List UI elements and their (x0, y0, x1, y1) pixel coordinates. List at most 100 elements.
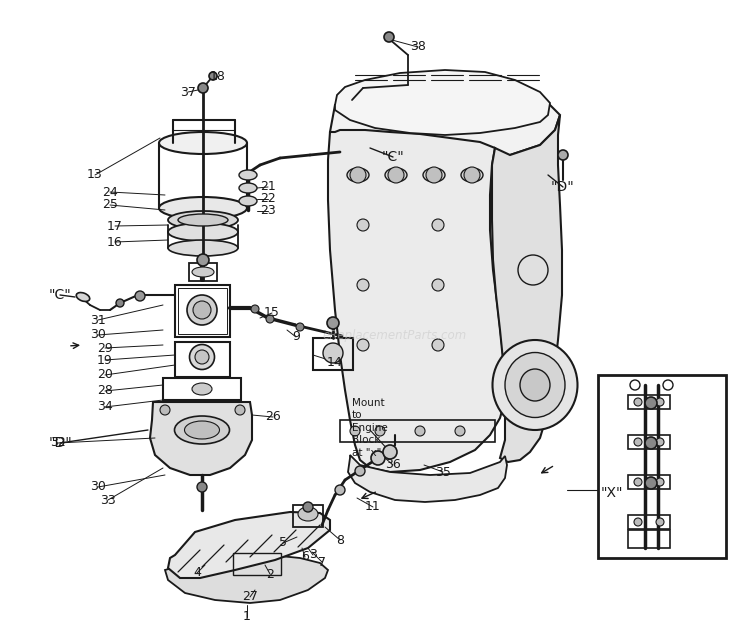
Circle shape (251, 305, 259, 313)
Circle shape (350, 426, 360, 436)
Circle shape (235, 405, 245, 415)
Circle shape (634, 438, 642, 446)
Text: 9: 9 (292, 331, 300, 343)
Circle shape (656, 438, 664, 446)
Circle shape (464, 167, 480, 183)
Text: 27: 27 (242, 590, 258, 604)
Ellipse shape (385, 168, 407, 182)
Circle shape (371, 451, 385, 465)
Ellipse shape (239, 183, 257, 193)
Text: 36: 36 (386, 458, 400, 471)
Circle shape (432, 219, 444, 231)
Circle shape (558, 150, 568, 160)
Text: 17: 17 (107, 219, 123, 233)
Ellipse shape (187, 295, 217, 325)
Bar (340, 420, 495, 442)
Ellipse shape (461, 168, 483, 182)
Circle shape (327, 317, 339, 329)
Text: 30: 30 (90, 329, 106, 341)
Circle shape (415, 426, 425, 436)
Bar (313, 338, 353, 370)
Ellipse shape (239, 170, 257, 180)
Circle shape (383, 445, 397, 459)
Circle shape (645, 477, 657, 489)
Polygon shape (492, 115, 562, 462)
Circle shape (197, 254, 209, 266)
Ellipse shape (423, 168, 445, 182)
Circle shape (296, 323, 304, 331)
Text: 6: 6 (301, 550, 309, 563)
Bar (175, 342, 230, 377)
Circle shape (209, 72, 217, 80)
Circle shape (357, 279, 369, 291)
Text: 29: 29 (98, 341, 112, 354)
Ellipse shape (192, 267, 214, 277)
Bar (175, 285, 230, 337)
Text: 7: 7 (318, 556, 326, 568)
Text: 18: 18 (210, 69, 226, 82)
Circle shape (266, 315, 274, 323)
Circle shape (198, 83, 208, 93)
Text: 25: 25 (102, 199, 118, 212)
Text: 16: 16 (107, 235, 123, 248)
Ellipse shape (76, 293, 90, 302)
Bar (628, 530, 670, 548)
Ellipse shape (190, 345, 214, 370)
Ellipse shape (519, 262, 547, 278)
Circle shape (656, 518, 664, 526)
Bar (178, 288, 227, 334)
Text: 30: 30 (90, 480, 106, 493)
Text: 15: 15 (264, 307, 280, 320)
Text: 34: 34 (98, 401, 112, 413)
Circle shape (135, 291, 145, 301)
Circle shape (432, 279, 444, 291)
Text: 35: 35 (435, 466, 451, 478)
Circle shape (384, 32, 394, 42)
Ellipse shape (168, 211, 238, 229)
Circle shape (634, 478, 642, 486)
Polygon shape (348, 455, 507, 502)
Polygon shape (165, 555, 328, 603)
Circle shape (656, 398, 664, 406)
Ellipse shape (159, 132, 247, 154)
Circle shape (357, 339, 369, 351)
Bar (293, 505, 323, 527)
Text: 5: 5 (279, 536, 287, 550)
Polygon shape (328, 130, 505, 472)
Text: 37: 37 (180, 86, 196, 98)
Circle shape (426, 167, 442, 183)
Circle shape (357, 219, 369, 231)
Text: 23: 23 (260, 204, 276, 217)
Ellipse shape (195, 350, 209, 364)
Bar (163, 378, 241, 400)
Text: 3: 3 (309, 548, 317, 561)
Ellipse shape (192, 383, 212, 395)
Circle shape (455, 426, 465, 436)
Circle shape (355, 466, 365, 476)
Ellipse shape (178, 214, 228, 226)
Polygon shape (335, 70, 550, 135)
Ellipse shape (505, 352, 565, 417)
Ellipse shape (184, 421, 220, 439)
Circle shape (432, 339, 444, 351)
Circle shape (634, 518, 642, 526)
Ellipse shape (159, 197, 247, 219)
Ellipse shape (239, 196, 257, 206)
Text: 13: 13 (87, 168, 103, 181)
Circle shape (518, 255, 548, 285)
Circle shape (388, 167, 404, 183)
Text: "D": "D" (551, 180, 574, 194)
Circle shape (634, 398, 642, 406)
Text: 14: 14 (327, 356, 343, 368)
Bar (598, 375, 726, 558)
Text: 11: 11 (365, 500, 381, 514)
Text: 28: 28 (97, 385, 113, 397)
Ellipse shape (347, 168, 369, 182)
Circle shape (645, 437, 657, 449)
Text: "C": "C" (49, 288, 71, 302)
Ellipse shape (323, 343, 343, 363)
Text: 38: 38 (410, 41, 426, 53)
Text: "C": "C" (382, 150, 404, 164)
Text: Mount
to
Engine
Block
at "x": Mount to Engine Block at "x" (352, 398, 388, 458)
Text: 31: 31 (90, 314, 106, 327)
